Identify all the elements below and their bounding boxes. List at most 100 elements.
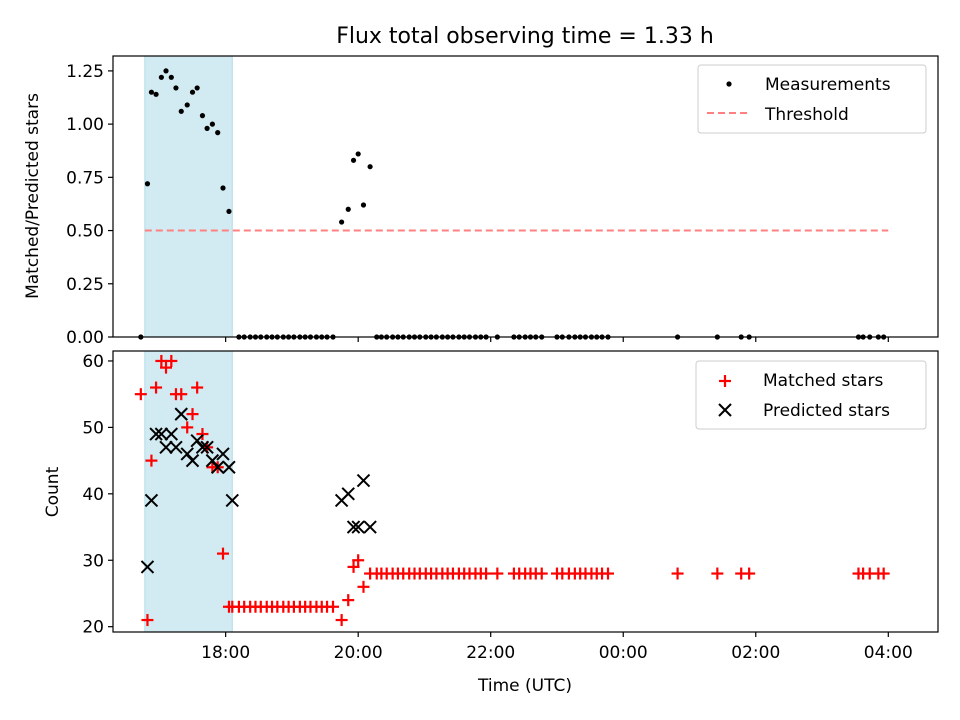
- top-ytick-label: 0.50: [66, 222, 104, 242]
- matched-star-point: [141, 614, 154, 627]
- bottom-ytick-label: 50: [82, 418, 104, 438]
- top-plot-frame: [112, 55, 939, 338]
- legend-matched-marker: [719, 375, 731, 387]
- predicted-star-point: [144, 493, 159, 508]
- matched-star-point: [491, 567, 504, 580]
- top-ytick-label: 0.25: [66, 275, 104, 295]
- measurement-point: [184, 102, 190, 108]
- legend-measurements-label: Measurements: [765, 75, 891, 95]
- matched-star-point: [342, 594, 355, 607]
- bottom-ytick-label: 20: [82, 618, 104, 638]
- matched-star-point: [352, 554, 365, 567]
- measurement-point: [148, 89, 155, 95]
- measurement-point: [367, 164, 373, 170]
- measurement-point: [226, 208, 232, 215]
- matched-star-point: [335, 614, 348, 627]
- matched-star-point: [217, 547, 229, 560]
- bottom-legend-box: [695, 360, 927, 430]
- bottom-ytick-label: 60: [82, 352, 104, 372]
- top-x-ticks-group: [225, 337, 889, 342]
- bottom-shaded-span: [144, 350, 233, 633]
- measurement-point: [350, 157, 357, 163]
- measurement-point: [163, 68, 169, 74]
- predicted-star-point: [341, 487, 355, 501]
- matched-star-point: [347, 560, 360, 573]
- top-y-ticks-group: 0.00 0.25 0.50 0.75 1.00 1.25: [66, 62, 113, 348]
- matched-star-point: [480, 567, 493, 580]
- measurement-point: [215, 130, 221, 136]
- legend-threshold-label: Threshold: [764, 105, 849, 125]
- predicted-star-point: [356, 473, 371, 488]
- top-shaded-span-group: [144, 55, 233, 338]
- matched-star-point: [145, 454, 158, 467]
- measurement-point: [209, 121, 215, 127]
- top-ytick-label: 1.25: [66, 62, 104, 82]
- matched-star-point: [186, 408, 199, 421]
- measurement-point: [144, 181, 151, 187]
- matched-star-point: [671, 567, 684, 580]
- measurement-point: [189, 89, 196, 95]
- bottom-x-ticks-group: 18:00 20:00 22:00 00:00 02:00 04:00: [201, 632, 913, 663]
- top-shaded-span: [144, 55, 233, 338]
- bottom-panel: 20 30 40 50 60 18:00 20:00 22:00 00:00 02:00 04:0…: [43, 350, 939, 696]
- matched-star-point: [165, 354, 178, 367]
- measurement-point: [168, 74, 174, 80]
- predicted-star-point: [149, 427, 163, 441]
- matched-star-point: [877, 567, 890, 580]
- matched-star-point: [327, 600, 339, 613]
- legend-matched-label: Matched stars: [763, 371, 883, 391]
- predicted-star-point: [159, 440, 173, 455]
- x-tick-label: 02:00: [731, 643, 780, 663]
- x-tick-label: 18:00: [201, 643, 250, 663]
- predicted-star-point: [169, 440, 183, 455]
- bottom-y-ticks-group: 20 30 40 50 60: [82, 352, 113, 638]
- x-tick-label: 20:00: [334, 643, 383, 663]
- bottom-ytick-label: 40: [82, 485, 104, 505]
- matched-star-point: [181, 421, 194, 434]
- chart-title: Flux total observing time = 1.33 h: [336, 24, 714, 49]
- measurement-point: [178, 108, 184, 114]
- measurement-point: [153, 91, 159, 97]
- legend-measurements-marker: [726, 81, 732, 87]
- matched-star-point: [175, 388, 188, 401]
- measurement-point: [194, 85, 200, 91]
- bottom-legend: Matched stars Predicted stars: [695, 360, 927, 430]
- top-legend-box: [697, 64, 927, 134]
- predicted-star-point: [351, 520, 365, 534]
- predicted-star-point: [200, 440, 214, 455]
- matched-star-point: [535, 567, 548, 580]
- predicted-star-point: [154, 427, 169, 441]
- matched-star-point: [602, 567, 614, 580]
- measurement-point: [204, 125, 210, 131]
- predicted-star-point: [346, 520, 361, 534]
- predicted-star-point: [164, 427, 179, 441]
- predicted-star-point: [222, 460, 236, 474]
- matched-star-point: [743, 567, 756, 580]
- predicted-star-point: [210, 460, 225, 474]
- top-panel: Flux total observing time = 1.33 h 0.00 0…: [23, 24, 939, 348]
- matched-star-point: [134, 388, 147, 401]
- predicted-star-point: [216, 447, 230, 461]
- x-tick-label: 00:00: [599, 643, 648, 663]
- measurement-point: [173, 85, 179, 91]
- top-legend: Measurements Threshold: [697, 64, 927, 134]
- top-ytick-label: 0.00: [66, 328, 104, 348]
- predicted-star-point: [225, 493, 239, 508]
- measurement-point: [339, 219, 345, 225]
- x-tick-label: 22:00: [466, 643, 515, 663]
- predicted-star-point: [185, 453, 200, 468]
- predicted-star-point: [195, 440, 210, 455]
- bottom-ytick-label: 30: [82, 551, 104, 571]
- measurement-point: [360, 202, 367, 208]
- top-y-axis-label: Matched/Predicted stars: [23, 93, 43, 299]
- bottom-plot-frame: [112, 350, 939, 633]
- measurement-point: [158, 74, 164, 80]
- predicted-star-point: [363, 520, 377, 534]
- legend-predicted-label: Predicted stars: [763, 401, 890, 421]
- bottom-shaded-span-group: [144, 350, 233, 633]
- top-ytick-label: 1.00: [66, 115, 104, 135]
- matched-star-point: [357, 580, 370, 593]
- matched-star-point: [191, 381, 204, 394]
- matched-star-point: [150, 381, 163, 394]
